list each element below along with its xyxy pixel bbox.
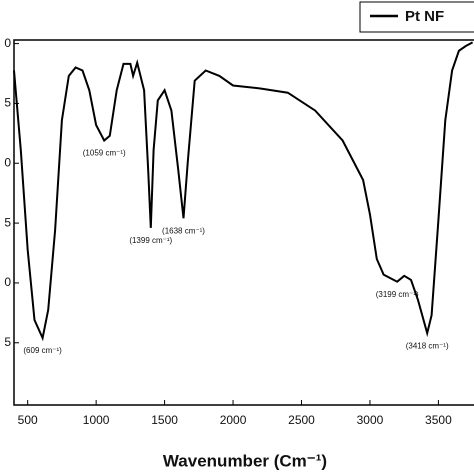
annotation: (3418 cm⁻¹) — [406, 341, 449, 350]
plot-frame — [13, 39, 474, 406]
annotation: (3199 cm⁻¹) — [376, 290, 419, 299]
x-tick-label: 3500 — [425, 413, 452, 427]
y-tick-label: 5 — [4, 96, 11, 110]
spectrum-line — [13, 41, 474, 342]
legend-label: Pt NF — [405, 8, 444, 25]
y-tick-label: 0 — [4, 36, 11, 50]
y-tick-label: 5 — [4, 215, 11, 229]
x-tick-label: 1000 — [83, 413, 110, 427]
x-tick-label: 2000 — [220, 413, 247, 427]
x-tick-label: 2500 — [288, 413, 315, 427]
x-tick-label: 3000 — [357, 413, 384, 427]
x-tick-label: 500 — [18, 413, 38, 427]
y-tick-label: 0 — [4, 155, 11, 169]
y-tick-label: 0 — [4, 275, 11, 289]
y-tick-label: 5 — [4, 335, 11, 349]
annotation: (1638 cm⁻¹) — [162, 226, 205, 235]
x-tick-label: 1500 — [151, 413, 178, 427]
x-axis-label: Wavenumber (Cm⁻¹) — [163, 451, 327, 470]
annotation: (1059 cm⁻¹) — [83, 149, 126, 158]
annotation: (1399 cm⁻¹) — [129, 236, 172, 245]
annotation: (609 cm⁻¹) — [23, 346, 62, 355]
